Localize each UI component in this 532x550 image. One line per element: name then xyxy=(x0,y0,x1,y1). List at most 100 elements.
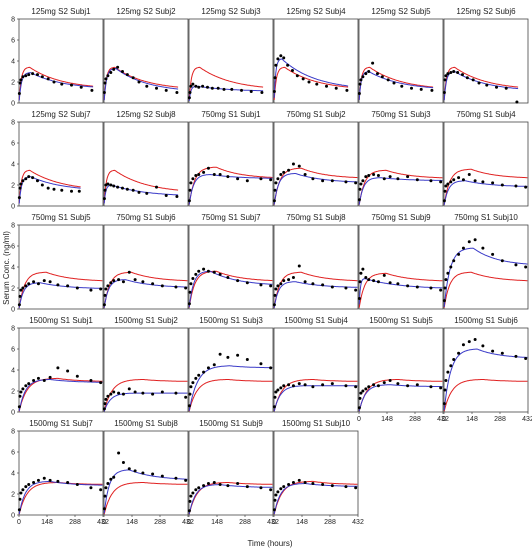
x-tick-label: 0 xyxy=(102,519,106,526)
data-point xyxy=(104,77,108,81)
x-tick-label: 0 xyxy=(187,519,191,526)
data-point xyxy=(103,188,107,192)
panel-frame xyxy=(18,327,104,413)
y-tick-label: 4 xyxy=(11,368,15,375)
y-tick-label: 2 xyxy=(11,80,15,87)
data-point xyxy=(367,385,371,389)
data-point xyxy=(396,177,400,181)
data-point xyxy=(212,173,216,176)
data-point xyxy=(372,383,376,387)
panel: 750mg S1 Subj3 xyxy=(357,110,444,207)
y-axis-label: Serum Conc. (ng/ml) xyxy=(2,231,11,305)
panel-title: 1500mg S1 Subj3 xyxy=(199,316,263,325)
data-point xyxy=(125,187,129,191)
data-point xyxy=(191,82,195,86)
data-point xyxy=(358,280,362,284)
panel: 750mg S1 Subj10 xyxy=(442,213,529,310)
data-point xyxy=(273,498,277,502)
red-curve xyxy=(443,271,528,308)
data-point xyxy=(311,482,315,485)
red-curve xyxy=(443,168,528,205)
panel-frame xyxy=(358,18,444,104)
data-point xyxy=(364,175,368,179)
x-tick-label: 288 xyxy=(69,519,81,526)
data-point xyxy=(367,174,371,178)
red-curve xyxy=(273,167,358,205)
data-point xyxy=(106,394,110,398)
data-point xyxy=(174,391,178,395)
blue-curve xyxy=(103,392,188,412)
data-point xyxy=(236,177,240,181)
data-point xyxy=(461,246,465,250)
data-point xyxy=(206,166,210,170)
data-point xyxy=(131,76,135,80)
panel: 1500mg S1 Subj10 0 148 288 432 xyxy=(272,419,364,526)
data-point xyxy=(188,91,192,94)
data-point xyxy=(17,196,21,200)
blue-curve xyxy=(358,384,443,412)
panel-title: 125mg S2 Subj4 xyxy=(286,7,346,16)
data-point xyxy=(491,181,495,185)
data-point xyxy=(495,85,498,89)
data-point xyxy=(206,269,210,273)
data-point xyxy=(103,494,107,498)
data-point xyxy=(216,86,220,90)
panel-frame xyxy=(103,430,189,516)
red-curve xyxy=(188,166,273,205)
data-point xyxy=(56,283,60,287)
data-point xyxy=(359,182,363,186)
data-point xyxy=(442,402,446,406)
data-point xyxy=(189,181,193,185)
data-point xyxy=(303,280,307,284)
data-point xyxy=(112,279,116,283)
data-point xyxy=(21,179,25,183)
data-point xyxy=(191,491,195,495)
panel: 1500mg S1 Subj2 xyxy=(102,316,189,413)
blue-curve xyxy=(443,180,528,205)
data-point xyxy=(32,379,36,382)
panel-title: 1500mg S1 Subj1 xyxy=(29,316,93,325)
panel-frame xyxy=(18,224,104,310)
blue-curve xyxy=(188,85,264,102)
data-point xyxy=(18,186,22,190)
data-point xyxy=(444,74,448,78)
data-point xyxy=(371,61,375,65)
data-point xyxy=(380,75,384,79)
data-point xyxy=(117,451,121,455)
data-point xyxy=(376,174,380,178)
panel-title: 125mg S2 Subj5 xyxy=(371,7,431,16)
data-point xyxy=(191,381,195,385)
data-point xyxy=(364,387,368,391)
red-curve xyxy=(18,169,81,203)
data-point xyxy=(194,376,198,380)
data-point xyxy=(36,376,40,380)
panel-frame xyxy=(273,121,359,207)
data-point xyxy=(137,190,141,194)
panel-frame xyxy=(188,224,274,310)
data-point xyxy=(197,173,201,176)
data-point xyxy=(274,63,278,67)
data-point xyxy=(174,285,178,289)
panel: 1500mg S1 Subj3 xyxy=(187,316,274,413)
x-tick-label: 148 xyxy=(296,519,308,526)
panel-title: 750mg S1 Subj7 xyxy=(201,213,261,222)
data-point xyxy=(282,384,286,388)
data-point xyxy=(291,384,295,388)
data-point xyxy=(141,391,145,395)
panel: 125mg S2 Subj5 xyxy=(357,7,444,104)
data-point xyxy=(386,78,390,82)
panel-frame xyxy=(443,327,529,413)
y-tick-label: 0 xyxy=(11,101,15,108)
data-point xyxy=(367,278,371,282)
panel-frame xyxy=(188,327,274,413)
data-point xyxy=(202,267,206,271)
data-point xyxy=(17,303,21,307)
data-point xyxy=(274,493,278,497)
data-point xyxy=(358,82,362,86)
blue-curve xyxy=(103,279,188,308)
panel-frame xyxy=(18,18,104,104)
data-point xyxy=(141,471,145,475)
data-point xyxy=(18,294,22,298)
data-point xyxy=(481,180,485,184)
data-point xyxy=(269,488,273,492)
